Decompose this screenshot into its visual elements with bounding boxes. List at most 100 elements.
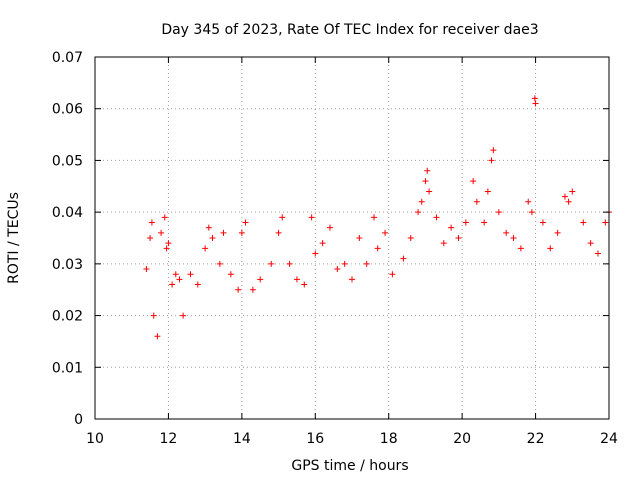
y-tick-label: 0 bbox=[74, 412, 83, 428]
data-point bbox=[424, 167, 431, 174]
data-point bbox=[176, 276, 183, 283]
data-point bbox=[349, 276, 355, 283]
data-point bbox=[528, 209, 535, 216]
data-point bbox=[547, 245, 554, 252]
data-point bbox=[484, 188, 491, 195]
data-point bbox=[389, 271, 396, 278]
data-point bbox=[154, 333, 161, 340]
data-point bbox=[235, 286, 242, 293]
data-point bbox=[455, 235, 462, 241]
data-point bbox=[163, 245, 170, 252]
data-point bbox=[308, 214, 315, 221]
data-point bbox=[510, 235, 517, 241]
data-point bbox=[268, 260, 275, 267]
data-point bbox=[433, 214, 440, 221]
data-point bbox=[209, 235, 216, 241]
data-point bbox=[554, 229, 561, 236]
x-tick-label: 14 bbox=[233, 431, 251, 447]
data-point bbox=[238, 229, 245, 236]
data-point bbox=[202, 245, 209, 252]
data-point bbox=[326, 224, 333, 231]
data-point bbox=[462, 219, 469, 226]
data-point bbox=[143, 266, 150, 273]
data-point bbox=[220, 229, 227, 236]
x-tick-label: 16 bbox=[306, 431, 324, 447]
axis-ticks bbox=[94, 56, 610, 420]
data-point bbox=[531, 95, 538, 102]
data-point bbox=[440, 240, 447, 247]
x-axis-tick-labels: 10 12 14 16 18 20 22 24 bbox=[86, 431, 618, 447]
data-point bbox=[227, 271, 234, 278]
x-tick-label: 20 bbox=[453, 431, 471, 447]
grid bbox=[95, 57, 609, 419]
y-tick-label: 0.06 bbox=[52, 102, 83, 118]
data-point bbox=[532, 100, 539, 107]
data-point bbox=[525, 198, 532, 205]
data-point bbox=[187, 271, 194, 278]
data-point bbox=[148, 219, 155, 226]
data-point bbox=[286, 260, 293, 267]
data-point bbox=[488, 157, 495, 164]
data-points bbox=[143, 95, 612, 340]
data-point bbox=[565, 198, 572, 205]
x-tick-label: 24 bbox=[600, 431, 618, 447]
data-point bbox=[495, 209, 502, 216]
data-point bbox=[400, 255, 407, 262]
data-point bbox=[407, 235, 414, 241]
data-point bbox=[249, 286, 256, 293]
data-point bbox=[490, 147, 497, 154]
data-point bbox=[517, 245, 524, 252]
data-point bbox=[473, 198, 480, 205]
data-point bbox=[418, 198, 425, 205]
data-point bbox=[169, 281, 176, 288]
data-point bbox=[580, 219, 587, 226]
x-tick-label: 10 bbox=[86, 431, 104, 447]
data-point bbox=[481, 219, 488, 226]
data-point bbox=[341, 260, 348, 267]
data-point bbox=[172, 271, 179, 278]
data-point bbox=[503, 229, 510, 236]
data-point bbox=[279, 214, 286, 221]
data-point bbox=[180, 312, 187, 319]
data-point bbox=[257, 276, 264, 283]
data-point bbox=[158, 229, 165, 236]
y-axis-tick-labels: 0 0.01 0.02 0.03 0.04 0.05 0.06 0.07 bbox=[52, 50, 83, 428]
data-point bbox=[205, 224, 212, 231]
data-point bbox=[334, 266, 341, 273]
data-point bbox=[150, 312, 157, 319]
data-point bbox=[382, 229, 389, 236]
data-point bbox=[422, 178, 429, 185]
y-tick-label: 0.05 bbox=[52, 153, 83, 169]
data-point bbox=[602, 219, 609, 226]
data-point bbox=[415, 209, 422, 216]
data-point bbox=[371, 214, 378, 221]
data-point bbox=[301, 281, 308, 288]
x-axis-label: GPS time / hours bbox=[291, 458, 408, 474]
data-point bbox=[275, 229, 282, 236]
data-point bbox=[561, 193, 568, 200]
data-point bbox=[569, 188, 576, 195]
x-tick-label: 22 bbox=[527, 431, 545, 447]
y-axis-label: ROTI / TECUs bbox=[6, 192, 22, 284]
data-point bbox=[448, 224, 455, 231]
y-tick-label: 0.01 bbox=[52, 360, 83, 376]
x-tick-label: 12 bbox=[160, 431, 178, 447]
y-tick-label: 0.07 bbox=[52, 50, 83, 66]
data-point bbox=[161, 214, 168, 221]
x-tick-label: 18 bbox=[380, 431, 398, 447]
data-point bbox=[293, 276, 300, 283]
y-tick-label: 0.03 bbox=[52, 257, 83, 273]
data-point bbox=[165, 240, 172, 247]
data-point bbox=[216, 260, 223, 267]
data-point bbox=[470, 178, 477, 185]
y-tick-label: 0.04 bbox=[52, 205, 83, 221]
data-point bbox=[312, 250, 319, 257]
data-point bbox=[426, 188, 433, 195]
data-point bbox=[374, 245, 381, 252]
data-point bbox=[242, 219, 249, 226]
data-point bbox=[587, 240, 594, 247]
data-point bbox=[147, 235, 154, 241]
chart-title: Day 345 of 2023, Rate Of TEC Index for r… bbox=[161, 22, 538, 38]
data-point bbox=[594, 250, 601, 257]
